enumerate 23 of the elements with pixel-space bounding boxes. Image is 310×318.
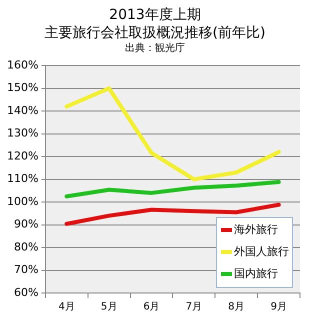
- x-tick-label: 5月: [100, 302, 118, 313]
- y-tick-label: 60%: [14, 286, 38, 299]
- legend-label: 国内旅行: [234, 266, 278, 280]
- y-tick-label: 150%: [6, 81, 38, 94]
- y-tick-label: 140%: [6, 104, 38, 117]
- y-tick-label: 70%: [14, 263, 38, 276]
- x-tick-label: 6月: [143, 302, 160, 313]
- y-tick-label: 80%: [14, 240, 38, 254]
- x-tick-label: 8月: [228, 302, 245, 313]
- chart-subtitle: 主要旅行会社取扱概況推移(前年比): [44, 24, 266, 42]
- legend-label: 外国人旅行: [234, 244, 289, 258]
- chart-title: 2013年度上期: [108, 6, 202, 24]
- x-tick-label: 4月: [58, 302, 75, 313]
- y-tick-label: 100%: [6, 194, 38, 208]
- x-tick-label: 9月: [270, 302, 287, 313]
- source-note: 出典：観光庁: [124, 42, 186, 56]
- y-tick-label: 160%: [6, 58, 38, 72]
- y-tick-label: 110%: [6, 172, 38, 186]
- y-tick-label: 130%: [6, 126, 38, 140]
- legend-label: 海外旅行: [234, 222, 278, 236]
- y-tick-label: 90%: [14, 218, 38, 231]
- x-tick-label: 7月: [186, 302, 202, 313]
- y-tick-label: 120%: [6, 149, 38, 162]
